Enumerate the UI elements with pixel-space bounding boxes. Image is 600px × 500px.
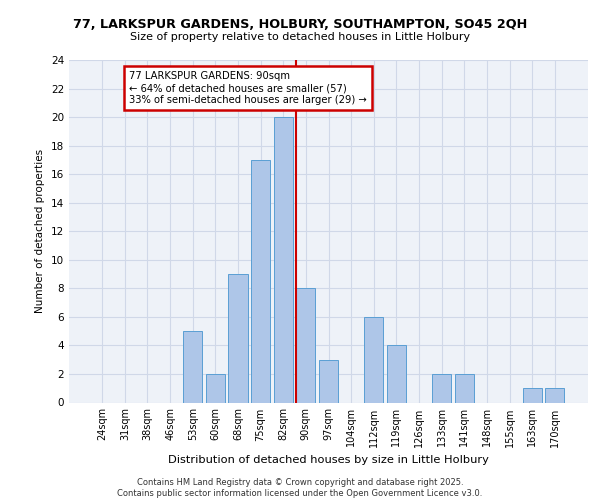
Text: 77, LARKSPUR GARDENS, HOLBURY, SOUTHAMPTON, SO45 2QH: 77, LARKSPUR GARDENS, HOLBURY, SOUTHAMPT… — [73, 18, 527, 30]
Text: Contains HM Land Registry data © Crown copyright and database right 2025.
Contai: Contains HM Land Registry data © Crown c… — [118, 478, 482, 498]
Bar — [229, 274, 248, 402]
X-axis label: Distribution of detached houses by size in Little Holbury: Distribution of detached houses by size … — [168, 455, 489, 465]
Text: Size of property relative to detached houses in Little Holbury: Size of property relative to detached ho… — [130, 32, 470, 42]
Bar — [206, 374, 225, 402]
Bar — [296, 288, 316, 403]
Text: 77 LARKSPUR GARDENS: 90sqm
← 64% of detached houses are smaller (57)
33% of semi: 77 LARKSPUR GARDENS: 90sqm ← 64% of deta… — [130, 72, 367, 104]
Bar — [319, 360, 338, 403]
Bar — [387, 346, 406, 403]
Bar — [251, 160, 270, 402]
Bar — [432, 374, 451, 402]
Bar — [523, 388, 542, 402]
Y-axis label: Number of detached properties: Number of detached properties — [35, 149, 46, 314]
Bar — [364, 317, 383, 402]
Bar — [274, 117, 293, 403]
Bar — [455, 374, 474, 402]
Bar — [545, 388, 565, 402]
Bar — [183, 331, 202, 402]
